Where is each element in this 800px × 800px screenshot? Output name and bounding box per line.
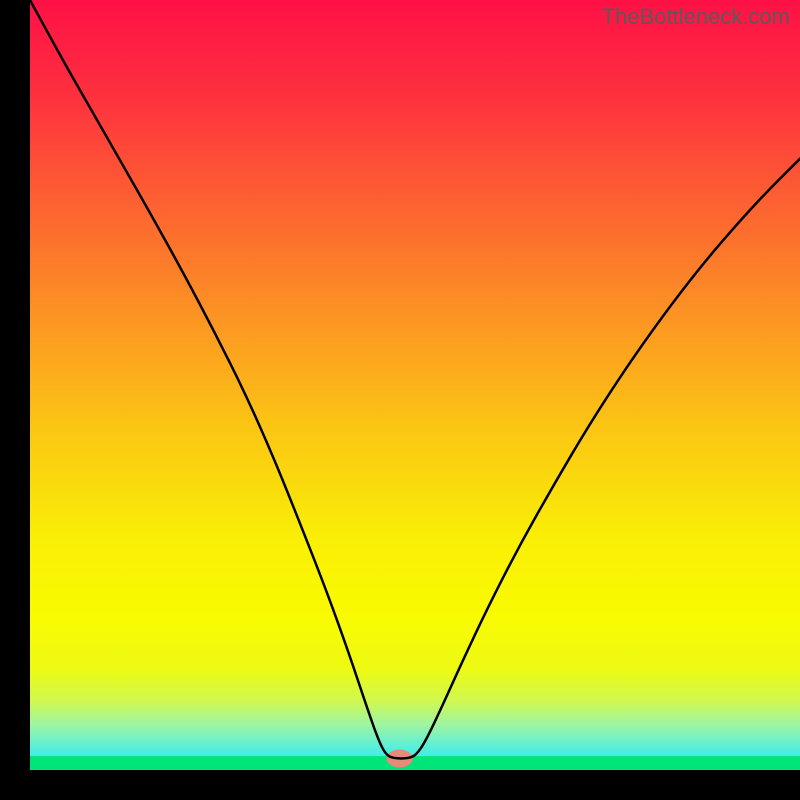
bottleneck-chart — [0, 0, 800, 800]
left-border — [0, 0, 30, 800]
gradient-background — [30, 0, 800, 770]
bottom-border — [0, 770, 800, 800]
watermark-text: TheBottleneck.com — [602, 4, 790, 30]
chart-container: TheBottleneck.com — [0, 0, 800, 800]
base-strip — [30, 756, 800, 770]
